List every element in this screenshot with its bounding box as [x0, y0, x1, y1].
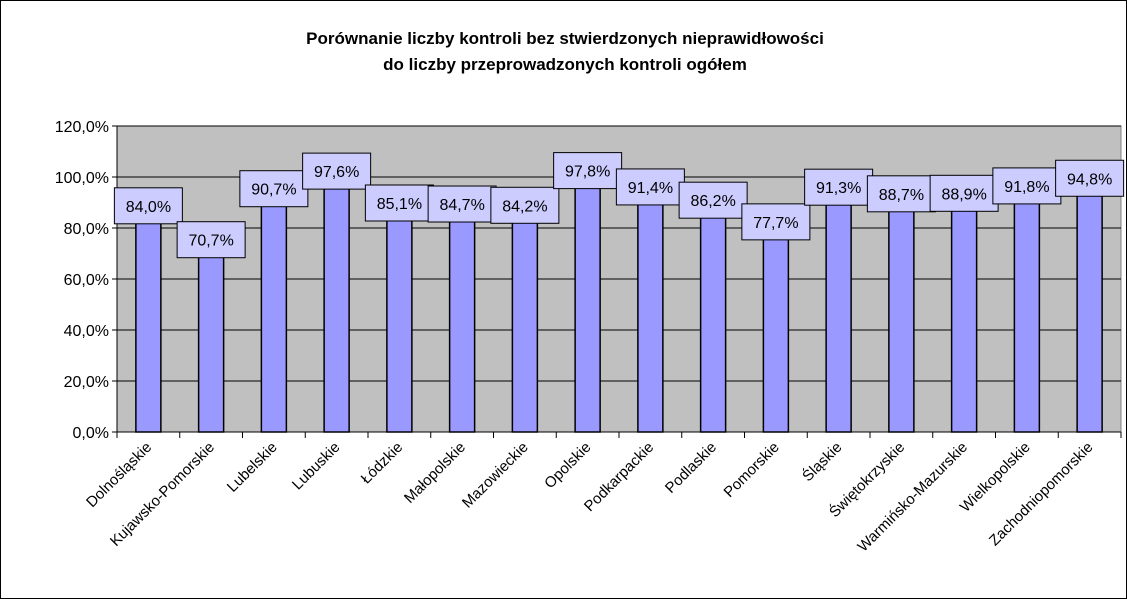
bar-10 — [762, 233, 790, 433]
bar-3 — [323, 182, 350, 433]
x-tick-label: Zachodniopomorskie — [986, 439, 1096, 549]
data-label-box — [113, 187, 183, 225]
data-label: 97,8% — [565, 164, 610, 181]
data-label-box — [615, 168, 685, 206]
data-label: 91,8% — [1004, 179, 1049, 196]
data-label: 84,0% — [126, 199, 171, 216]
x-tick-label: Mazowieckie — [459, 439, 532, 512]
y-tick-label: 60,0% — [64, 272, 109, 289]
bar-6 — [511, 216, 539, 433]
axes — [112, 125, 1122, 438]
data-label-box — [992, 167, 1062, 205]
data-label-box — [302, 152, 372, 190]
data-label: 77,7% — [753, 215, 798, 232]
y-tick-label: 20,0% — [64, 374, 109, 391]
data-label-box — [866, 175, 936, 213]
y-tick-label: 40,0% — [64, 323, 109, 340]
chart-title-line2: do liczby przeprowadzonych kontroli ogół… — [383, 55, 747, 74]
bar-12 — [888, 205, 915, 433]
data-label: 84,2% — [502, 198, 547, 215]
bar-9 — [699, 211, 727, 433]
bar-2 — [260, 199, 288, 433]
data-label: 90,7% — [251, 182, 296, 199]
x-tick-label: Podlaskie — [662, 439, 720, 497]
data-label-box — [804, 168, 874, 206]
x-tick-label: Lubuskie — [289, 439, 343, 493]
x-tick-label: Opolskie — [541, 439, 594, 492]
bars — [135, 181, 1103, 433]
bar-15 — [1076, 189, 1103, 433]
y-tick-label: 0,0% — [73, 425, 109, 442]
data-label: 91,4% — [628, 180, 673, 197]
x-tick-label: Pomorskie — [721, 439, 783, 501]
data-label: 85,1% — [377, 196, 422, 213]
bar-11 — [825, 198, 852, 433]
data-label-box — [427, 185, 497, 223]
data-label: 70,7% — [188, 233, 233, 250]
data-label-box — [1055, 159, 1125, 197]
data-label: 97,6% — [314, 164, 359, 181]
data-labels: 84,0% 70,7% 90,7% 97,6% 85,1% 84,7% 84,2% 97,8%… — [113, 152, 1125, 259]
y-tick-label: 100,0% — [55, 170, 109, 187]
chart-title-line1: Porównanie liczby kontroli bez stwierdzo… — [306, 29, 824, 48]
bar-0 — [135, 217, 162, 433]
data-label: 86,2% — [690, 193, 735, 210]
data-label: 84,7% — [439, 197, 484, 214]
x-tick-label: Warmińsko-Mazurskie — [854, 439, 971, 556]
y-tick-labels: 0,0% 20,0% 40,0% 60,0% 80,0% 100,0% 120,0% — [55, 119, 109, 442]
data-label: 94,8% — [1067, 171, 1112, 188]
bar-1 — [197, 250, 225, 433]
bar-14 — [1013, 197, 1041, 433]
bar-4 — [386, 214, 413, 433]
bar-8 — [637, 198, 664, 433]
data-label: 88,7% — [879, 187, 924, 204]
data-label-box — [364, 184, 434, 222]
x-tick-label: Małopolskie — [401, 439, 469, 507]
x-tick-label: Lubelskie — [224, 439, 281, 496]
data-label-box — [490, 186, 560, 224]
x-tick-label: Śląskie — [799, 438, 846, 485]
x-tick-label: Łódzkie — [358, 439, 407, 488]
x-tick-label: Kujawsko-Pomorskie — [107, 439, 218, 550]
y-tick-label: 120,0% — [55, 119, 109, 136]
data-label-box — [741, 203, 811, 241]
bar-5 — [448, 215, 476, 433]
data-label-box — [176, 221, 246, 259]
data-label: 88,9% — [941, 186, 986, 203]
data-label: 91,3% — [816, 180, 861, 197]
chart-title: Porównanie liczby kontroli bez stwierdzo… — [150, 26, 980, 78]
y-tick-label: 80,0% — [64, 221, 109, 238]
data-label-box — [678, 181, 748, 219]
bar-13 — [950, 204, 978, 433]
bar-7 — [574, 181, 601, 433]
data-label-box — [929, 174, 999, 212]
